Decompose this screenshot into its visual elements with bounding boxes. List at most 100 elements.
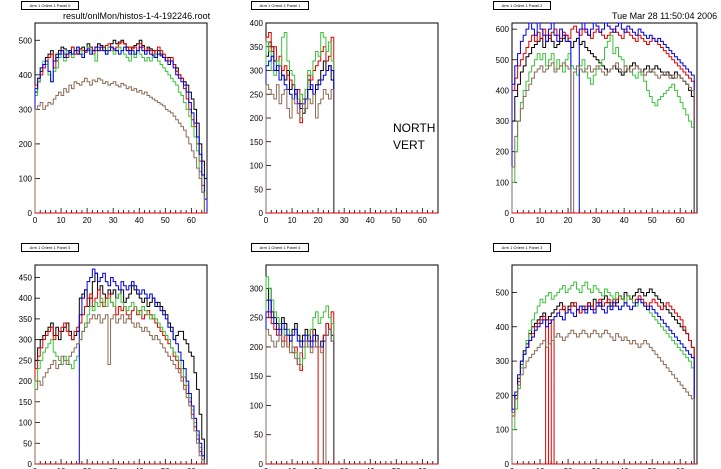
series-blue — [511, 22, 697, 214]
x-tick-label: 50 — [392, 467, 401, 469]
y-tick-label: 0 — [259, 460, 264, 469]
x-tick-label: 20 — [83, 467, 92, 469]
x-tick-label: 20 — [83, 216, 92, 225]
panel-title-3: Arm 1 Orient 1 Panel 3 — [493, 243, 551, 252]
x-tick-label: 40 — [135, 216, 144, 225]
x-tick-label: 0 — [510, 467, 515, 469]
series-blue — [511, 298, 697, 465]
series-red — [34, 41, 207, 214]
x-tick-label: 20 — [564, 216, 573, 225]
x-tick-label: 40 — [135, 467, 144, 469]
series-brown — [34, 314, 207, 465]
x-tick-label: 40 — [366, 216, 375, 225]
x-tick-label: 50 — [648, 216, 657, 225]
y-tick-label: 0 — [28, 209, 33, 218]
y-tick-label: 600 — [496, 25, 510, 34]
x-tick-label: 20 — [314, 467, 323, 469]
panel-title-4: Arm 1 Orient 1 Panel 4 — [251, 243, 309, 252]
histogram-panel-1: 0 10 20 30 40 50 60 0 50 100 150 200 250 300 350 400 — [250, 19, 439, 225]
y-tick-label: 300 — [250, 284, 264, 293]
y-tick-label: 50 — [254, 185, 263, 194]
y-tick-label: 50 — [254, 431, 263, 440]
x-tick-label: 0 — [264, 216, 269, 225]
y-tick-label: 250 — [250, 314, 264, 323]
x-tick-label: 30 — [109, 216, 118, 225]
y-tick-label: 0 — [259, 209, 264, 218]
x-tick-label: 40 — [620, 216, 629, 225]
y-tick-label: 300 — [496, 357, 510, 366]
y-tick-label: 500 — [496, 288, 510, 297]
panel-title-1: Arm 1 Orient 1 Panel 1 — [251, 1, 309, 10]
series-black — [511, 34, 697, 214]
x-tick-label: 60 — [418, 216, 427, 225]
x-tick-label: 50 — [161, 216, 170, 225]
x-tick-label: 60 — [676, 216, 685, 225]
series-green — [34, 46, 207, 214]
y-tick-label: 200 — [19, 377, 33, 386]
series-green — [265, 32, 337, 214]
series-green — [511, 281, 697, 465]
y-tick-label: 300 — [19, 336, 33, 345]
y-tick-label: 50 — [23, 439, 32, 448]
y-tick-label: 400 — [496, 86, 510, 95]
x-tick-label: 30 — [340, 216, 349, 225]
y-tick-label: 150 — [250, 372, 264, 381]
y-tick-label: 300 — [250, 67, 264, 76]
y-tick-label: 500 — [19, 36, 33, 45]
series-brown — [34, 77, 207, 214]
y-tick-label: 450 — [19, 273, 33, 282]
y-tick-label: 0 — [505, 460, 510, 469]
y-tick-label: 300 — [496, 117, 510, 126]
y-tick-label: 250 — [250, 90, 264, 99]
x-tick-label: 20 — [314, 216, 323, 225]
x-tick-label: 30 — [592, 467, 601, 469]
x-tick-label: 0 — [510, 216, 515, 225]
series-black — [511, 288, 697, 465]
series-red — [511, 25, 697, 214]
series-green — [34, 293, 207, 465]
histogram-panel-0: 0 10 20 30 40 50 60 0 100 200 300 400 500 — [19, 22, 208, 225]
series-blue — [265, 55, 337, 214]
panel-title-2: Arm 1 Orient 1 Panel 2 — [493, 1, 551, 10]
panel-title-5: Arm 1 Orient 1 Panel 5 — [21, 243, 79, 252]
x-tick-label: 40 — [620, 467, 629, 469]
y-tick-label: 400 — [250, 19, 264, 28]
series-red — [265, 32, 337, 214]
date-label: Tue Mar 28 11:50:04 2006 — [612, 11, 718, 21]
series-brown — [511, 62, 697, 214]
y-tick-label: 350 — [19, 315, 33, 324]
histogram-panel-5: 0 10 20 30 40 50 60 0 100 200 300 400 500 — [496, 264, 698, 469]
y-tick-label: 350 — [250, 43, 264, 52]
series-red — [265, 311, 337, 465]
y-tick-label: 150 — [19, 398, 33, 407]
y-tick-label: 300 — [19, 105, 33, 114]
file-label: result/onlMon/histos-1-4-192246.root — [63, 11, 211, 21]
x-tick-label: 0 — [33, 467, 38, 469]
x-tick-label: 60 — [187, 467, 196, 469]
y-tick-label: 100 — [250, 162, 264, 171]
vert-label: VERT — [393, 138, 425, 152]
x-tick-label: 20 — [564, 467, 573, 469]
y-tick-label: 0 — [505, 209, 510, 218]
x-tick-label: 10 — [288, 467, 297, 469]
x-tick-label: 10 — [57, 467, 66, 469]
series-brown — [265, 84, 337, 214]
x-tick-label: 50 — [161, 467, 170, 469]
y-tick-label: 200 — [250, 114, 264, 123]
x-tick-label: 10 — [536, 467, 545, 469]
y-tick-label: 500 — [496, 56, 510, 65]
y-tick-label: 150 — [250, 138, 264, 147]
x-tick-label: 60 — [418, 467, 427, 469]
y-tick-label: 200 — [19, 140, 33, 149]
x-tick-label: 30 — [592, 216, 601, 225]
series-brown — [265, 328, 337, 465]
y-tick-label: 400 — [496, 323, 510, 332]
y-tick-label: 250 — [19, 356, 33, 365]
y-tick-label: 100 — [19, 419, 33, 428]
series-red — [511, 295, 697, 465]
y-tick-label: 200 — [496, 148, 510, 157]
x-tick-label: 10 — [288, 216, 297, 225]
x-tick-label: 50 — [648, 467, 657, 469]
y-tick-label: 200 — [496, 391, 510, 400]
